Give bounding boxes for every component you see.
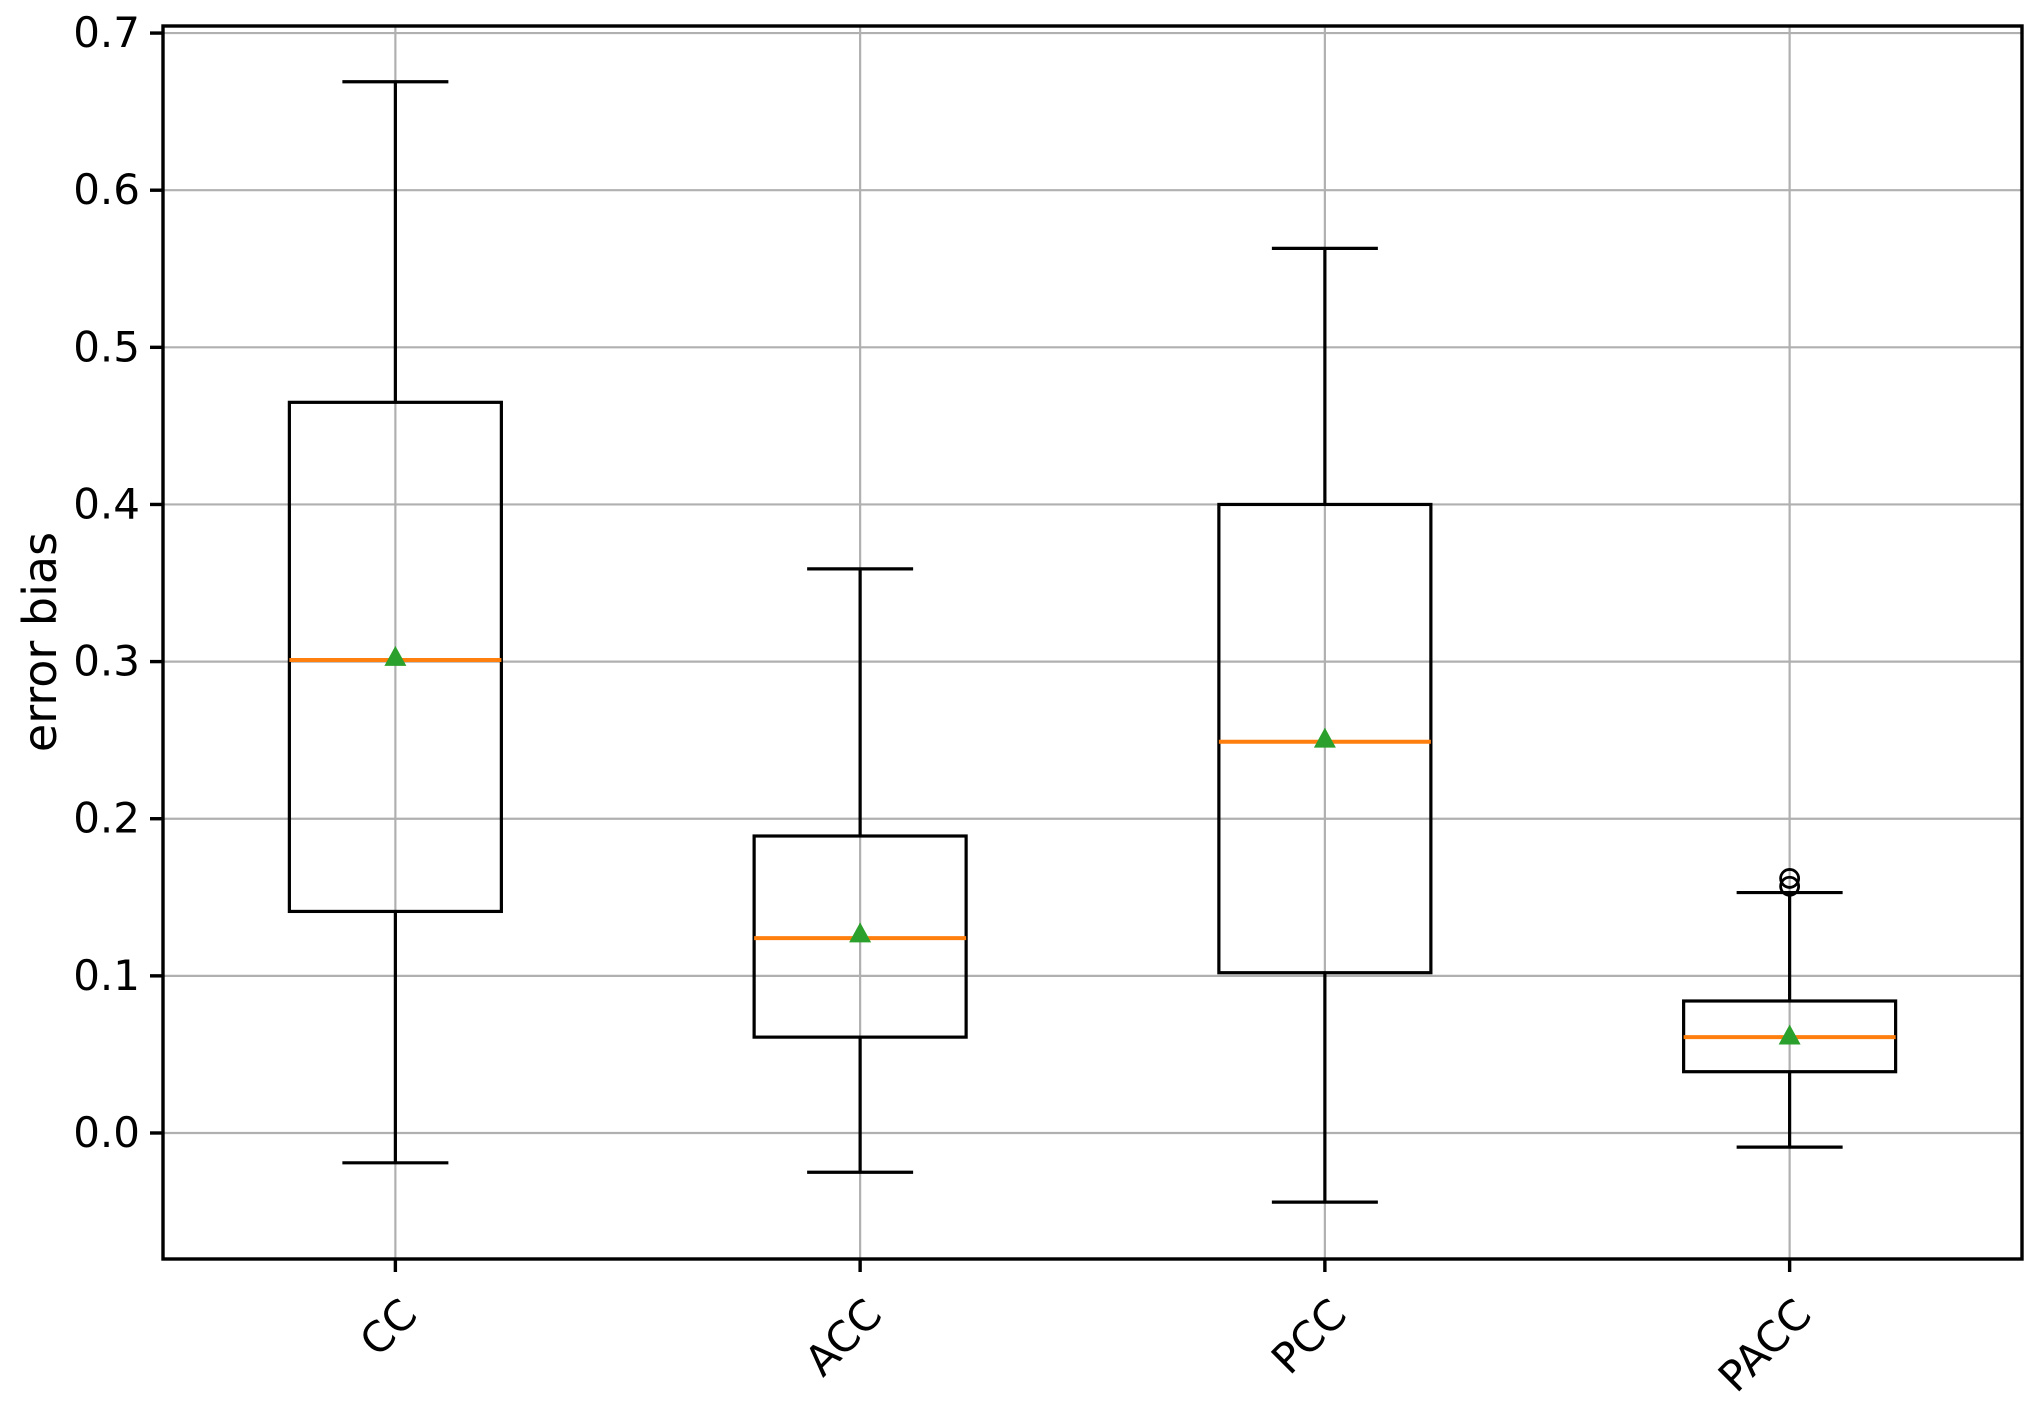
y-tick-label: 0.7 [73,8,140,57]
y-tick-label: 0.2 [73,794,140,843]
y-tick-label: 0.6 [73,165,140,214]
axes-spines [161,24,2024,1261]
y-tick-label: 0.0 [73,1108,140,1157]
y-axis-label: error bias [13,531,67,753]
x-tick-label: PCC [1262,1289,1356,1383]
y-tick-label: 0.3 [73,637,140,686]
x-tick-label: CC [350,1289,426,1365]
y-tick-label: 0.4 [73,479,140,528]
x-tick-label: ACC [795,1289,891,1385]
mean-marker [849,922,872,943]
x-tick-label: PACC [1709,1289,1821,1401]
outlier-marker [1779,875,1801,897]
y-tick-label: 0.1 [73,951,140,1000]
mean-marker [384,645,407,666]
mean-marker [1778,1024,1801,1045]
y-tick-label: 0.5 [73,322,140,371]
box-pcc [1217,502,1433,975]
mean-marker [1313,727,1336,748]
box-cc [287,400,503,914]
outlier-marker [1779,868,1801,889]
